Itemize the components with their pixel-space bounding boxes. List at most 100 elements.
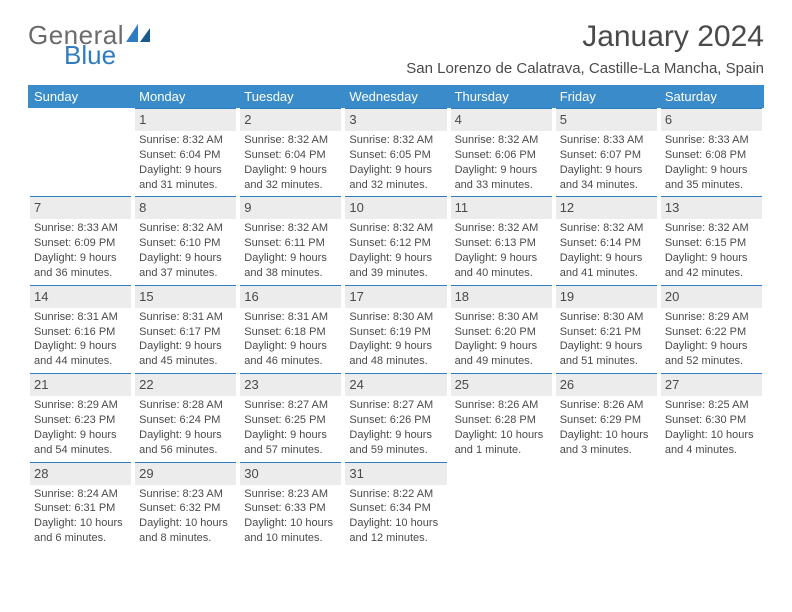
calendar-cell: 4 Sunrise: 8:32 AMSunset: 6:06 PMDaylight… xyxy=(449,108,554,196)
day-number: 4 xyxy=(455,112,462,127)
day-detail-text: Sunrise: 8:27 AMSunset: 6:25 PMDaylight:… xyxy=(240,398,341,457)
day-number: 15 xyxy=(139,289,153,304)
calendar-cell: 6Sunrise: 8:33 AMSunset: 6:08 PMDaylight… xyxy=(659,108,764,196)
day-detail-text: Sunrise: 8:33 AMSunset: 6:07 PMDaylight:… xyxy=(556,133,657,192)
calendar-cell: 16 Sunrise: 8:31 AMSunset: 6:18 PMDayligh… xyxy=(238,285,343,373)
day-number: 16 xyxy=(244,289,258,304)
day-number: 18 xyxy=(455,289,469,304)
calendar-cell: 9 Sunrise: 8:32 AMSunset: 6:11 PMDaylight… xyxy=(238,196,343,284)
day-number-row: 13 xyxy=(661,196,762,219)
day-detail-text: Sunrise: 8:32 AMSunset: 6:14 PMDaylight:… xyxy=(556,221,657,280)
day-number-row: 6 xyxy=(661,108,762,131)
calendar-table: SundayMondayTuesdayWednesdayThursdayFrid… xyxy=(28,85,764,550)
location-text: San Lorenzo de Calatrava, Castille-La Ma… xyxy=(406,60,764,77)
day-number-row: 16 xyxy=(240,285,341,308)
day-number-row: 28 xyxy=(30,462,131,485)
day-detail-text: Sunrise: 8:32 AMSunset: 6:13 PMDaylight:… xyxy=(451,221,552,280)
calendar-cell: 12 Sunrise: 8:32 AMSunset: 6:14 PMDayligh… xyxy=(554,196,659,284)
day-number: 8 xyxy=(139,200,146,215)
weekday-header: Tuesday xyxy=(238,85,343,108)
day-number: 29 xyxy=(139,466,153,481)
day-detail-text: Sunrise: 8:32 AMSunset: 6:11 PMDaylight:… xyxy=(240,221,341,280)
calendar-body: 1 Sunrise: 8:32 AMSunset: 6:04 PMDaylight… xyxy=(28,108,764,550)
day-number: 22 xyxy=(139,377,153,392)
day-detail-text: Sunrise: 8:28 AMSunset: 6:24 PMDaylight:… xyxy=(135,398,236,457)
calendar-cell: 21Sunrise: 8:29 AMSunset: 6:23 PMDayligh… xyxy=(28,373,133,461)
day-number-row: 29 xyxy=(135,462,236,485)
day-detail-text: Sunrise: 8:26 AMSunset: 6:29 PMDaylight:… xyxy=(556,398,657,457)
day-number-row: 1 xyxy=(135,108,236,131)
day-number: 26 xyxy=(560,377,574,392)
day-number-row: 21 xyxy=(30,373,131,396)
calendar-cell: 22 Sunrise: 8:28 AMSunset: 6:24 PMDayligh… xyxy=(133,373,238,461)
header: General Blue January 2024 San Lorenzo de… xyxy=(28,20,764,77)
calendar-cell: 8 Sunrise: 8:32 AMSunset: 6:10 PMDaylight… xyxy=(133,196,238,284)
day-number-row: 8 xyxy=(135,196,236,219)
day-number-row: 3 xyxy=(345,108,446,131)
day-number: 5 xyxy=(560,112,567,127)
day-number: 9 xyxy=(244,200,251,215)
calendar-cell: 14Sunrise: 8:31 AMSunset: 6:16 PMDayligh… xyxy=(28,285,133,373)
calendar-cell: 3Sunrise: 8:32 AMSunset: 6:05 PMDaylight… xyxy=(343,108,448,196)
calendar-cell: 17Sunrise: 8:30 AMSunset: 6:19 PMDayligh… xyxy=(343,285,448,373)
day-number: 1 xyxy=(139,112,146,127)
day-number-row: 26 xyxy=(556,373,657,396)
day-number: 3 xyxy=(349,112,356,127)
calendar-cell: 11 Sunrise: 8:32 AMSunset: 6:13 PMDayligh… xyxy=(449,196,554,284)
weekday-header: Sunday xyxy=(28,85,133,108)
day-detail-text: Sunrise: 8:29 AMSunset: 6:23 PMDaylight:… xyxy=(30,398,131,457)
calendar-cell: 24 Sunrise: 8:27 AMSunset: 6:26 PMDayligh… xyxy=(343,373,448,461)
day-number-row: 23 xyxy=(240,373,341,396)
day-number-row: 18 xyxy=(451,285,552,308)
weekday-header: Friday xyxy=(554,85,659,108)
calendar-cell: 15 Sunrise: 8:31 AMSunset: 6:17 PMDayligh… xyxy=(133,285,238,373)
calendar-cell: 27Sunrise: 8:25 AMSunset: 6:30 PMDayligh… xyxy=(659,373,764,461)
day-number: 7 xyxy=(34,200,41,215)
calendar-week-row: 28Sunrise: 8:24 AMSunset: 6:31 PMDayligh… xyxy=(28,462,764,550)
day-detail-text: Sunrise: 8:22 AMSunset: 6:34 PMDaylight:… xyxy=(345,487,446,546)
day-number-row: 25 xyxy=(451,373,552,396)
calendar-cell: 13Sunrise: 8:32 AMSunset: 6:15 PMDayligh… xyxy=(659,196,764,284)
weekday-header: Wednesday xyxy=(343,85,448,108)
day-number-row: 17 xyxy=(345,285,446,308)
calendar-week-row: 1 Sunrise: 8:32 AMSunset: 6:04 PMDaylight… xyxy=(28,108,764,196)
calendar-cell: 19Sunrise: 8:30 AMSunset: 6:21 PMDayligh… xyxy=(554,285,659,373)
day-number: 14 xyxy=(34,289,48,304)
day-detail-text: Sunrise: 8:31 AMSunset: 6:17 PMDaylight:… xyxy=(135,310,236,369)
day-detail-text: Sunrise: 8:32 AMSunset: 6:06 PMDaylight:… xyxy=(451,133,552,192)
weekday-header-row: SundayMondayTuesdayWednesdayThursdayFrid… xyxy=(28,85,764,108)
day-detail-text: Sunrise: 8:32 AMSunset: 6:10 PMDaylight:… xyxy=(135,221,236,280)
day-detail-text: Sunrise: 8:27 AMSunset: 6:26 PMDaylight:… xyxy=(345,398,446,457)
day-number-row: 15 xyxy=(135,285,236,308)
month-title: January 2024 xyxy=(406,20,764,54)
day-detail-text: Sunrise: 8:26 AMSunset: 6:28 PMDaylight:… xyxy=(451,398,552,457)
day-detail-text: Sunrise: 8:30 AMSunset: 6:20 PMDaylight:… xyxy=(451,310,552,369)
day-number-row: 24 xyxy=(345,373,446,396)
day-number: 6 xyxy=(665,112,672,127)
weekday-header: Saturday xyxy=(659,85,764,108)
day-number-row: 22 xyxy=(135,373,236,396)
day-number-row: 31 xyxy=(345,462,446,485)
day-number-row: 14 xyxy=(30,285,131,308)
day-detail-text: Sunrise: 8:30 AMSunset: 6:21 PMDaylight:… xyxy=(556,310,657,369)
calendar-cell: 10Sunrise: 8:32 AMSunset: 6:12 PMDayligh… xyxy=(343,196,448,284)
day-number-row: 11 xyxy=(451,196,552,219)
calendar-cell: 7Sunrise: 8:33 AMSunset: 6:09 PMDaylight… xyxy=(28,196,133,284)
day-number-row: 12 xyxy=(556,196,657,219)
day-number: 25 xyxy=(455,377,469,392)
day-number: 12 xyxy=(560,200,574,215)
day-number-row: 30 xyxy=(240,462,341,485)
day-number-row: 10 xyxy=(345,196,446,219)
calendar-week-row: 21Sunrise: 8:29 AMSunset: 6:23 PMDayligh… xyxy=(28,373,764,461)
day-number: 2 xyxy=(244,112,251,127)
day-number: 11 xyxy=(455,200,469,215)
day-number-row: 5 xyxy=(556,108,657,131)
day-number: 24 xyxy=(349,377,363,392)
day-number: 10 xyxy=(349,200,363,215)
day-detail-text: Sunrise: 8:29 AMSunset: 6:22 PMDaylight:… xyxy=(661,310,762,369)
calendar-cell: 30Sunrise: 8:23 AMSunset: 6:33 PMDayligh… xyxy=(238,462,343,550)
calendar-week-row: 7Sunrise: 8:33 AMSunset: 6:09 PMDaylight… xyxy=(28,196,764,284)
day-detail-text: Sunrise: 8:31 AMSunset: 6:18 PMDaylight:… xyxy=(240,310,341,369)
day-detail-text: Sunrise: 8:32 AMSunset: 6:04 PMDaylight:… xyxy=(135,133,236,192)
calendar-cell xyxy=(554,462,659,550)
